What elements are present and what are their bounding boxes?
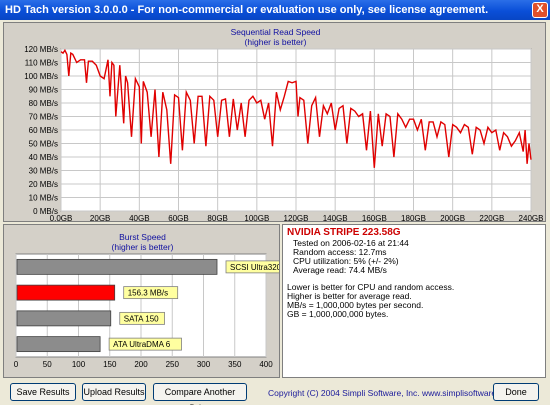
x-tick-label: 40GB <box>129 214 149 221</box>
read-speed-chart: 0 MB/s 10 MB/s 20 MB/s 30 MB/s 40 MB/s 50 MB/… <box>24 45 544 221</box>
burst-x-tick-label: 50 <box>43 360 52 369</box>
read-chart-title: Sequential Read Speed <box>230 27 321 37</box>
done-button[interactable]: Done <box>493 383 539 401</box>
y-tick-label: 110 MB/s <box>25 59 58 68</box>
note-gb-definition: GB = 1,000,000,000 bytes. <box>287 309 389 319</box>
y-tick-label: 40 MB/s <box>29 153 58 162</box>
read-speed-series-line <box>60 48 532 168</box>
results-info-panel: NVIDIA STRIPE 223.58G Tested on 2006-02-… <box>282 224 546 378</box>
x-tick-label: 20GB <box>90 214 110 221</box>
burst-bar-label: SATA 150 <box>124 314 159 323</box>
burst-bar <box>16 310 112 327</box>
burst-label-box <box>123 286 179 300</box>
read-chart-subtitle: (higher is better) <box>244 37 307 47</box>
random-access: Random access: 12.7ms <box>293 247 387 257</box>
x-tick-label: 160GB <box>362 214 387 221</box>
burst-speed-panel: Burst Speed (higher is better) 0 50 100 150… <box>3 224 280 378</box>
burst-bar <box>16 284 116 301</box>
burst-x-tick-label: 0 <box>14 360 19 369</box>
burst-bar <box>16 336 101 353</box>
burst-x-tick-label: 100 <box>72 360 86 369</box>
x-tick-label: 180GB <box>401 214 426 221</box>
burst-bar-label: ATA UltraDMA 6 <box>113 340 171 349</box>
x-tick-label: 60GB <box>168 214 188 221</box>
title-bar: HD Tach version 3.0.0.0 - For non-commer… <box>0 0 550 20</box>
x-tick-label: 80GB <box>207 214 227 221</box>
burst-label-box <box>108 337 182 351</box>
burst-bar-label: 156.3 MB/s <box>128 289 168 298</box>
x-tick-label: 120GB <box>284 214 309 221</box>
upload-results-button[interactable]: Upload Results <box>82 383 146 401</box>
x-tick-label: 0.0GB <box>50 214 73 221</box>
burst-x-tick-label: 350 <box>228 360 242 369</box>
burst-label-box <box>225 260 279 274</box>
note-mbs-definition: MB/s = 1,000,000 bytes per second. <box>287 300 424 310</box>
burst-bar-label: SCSI Ultra320 <box>230 263 279 272</box>
note-higher-better: Higher is better for average read. <box>287 291 412 301</box>
average-read: Average read: 74.4 MB/s <box>293 265 387 275</box>
read-speed-panel: Sequential Read Speed (higher is better)… <box>3 22 546 222</box>
y-tick-label: 90 MB/s <box>29 86 58 95</box>
cpu-utilization: CPU utilization: 5% (+/- 2%) <box>293 256 399 266</box>
compare-another-drive-button[interactable]: Compare Another Drive <box>153 383 247 405</box>
burst-speed-chart: 0 50 100 150 200 250 300 350 400 SCSI Ultra320 156… <box>14 253 279 369</box>
y-tick-label: 100 MB/s <box>24 72 58 81</box>
y-tick-label: 30 MB/s <box>29 167 58 176</box>
save-results-button[interactable]: Save Results <box>10 383 76 401</box>
y-tick-label: 120 MB/s <box>24 45 58 54</box>
y-tick-label: 0 MB/s <box>33 207 58 216</box>
y-tick-label: 50 MB/s <box>29 140 58 149</box>
x-tick-label: 100GB <box>244 214 269 221</box>
x-tick-label: 240GB <box>519 214 544 221</box>
drive-name: NVIDIA STRIPE 223.58G <box>287 227 401 238</box>
window-title: HD Tach version 3.0.0.0 - For non-commer… <box>5 4 489 16</box>
burst-x-tick-label: 200 <box>134 360 148 369</box>
x-tick-label: 200GB <box>440 214 465 221</box>
x-tick-label: 140GB <box>323 214 348 221</box>
copyright-text: Copyright (C) 2004 Simpli Software, Inc.… <box>268 388 515 398</box>
y-tick-label: 10 MB/s <box>29 194 58 203</box>
note-lower-better: Lower is better for CPU and random acces… <box>287 282 455 292</box>
burst-x-tick-label: 250 <box>166 360 180 369</box>
burst-label-box <box>119 311 165 325</box>
burst-x-tick-label: 150 <box>103 360 117 369</box>
burst-chart-title: Burst Speed <box>119 232 166 242</box>
burst-chart-subtitle: (higher is better) <box>111 242 174 252</box>
burst-x-tick-label: 300 <box>197 360 211 369</box>
y-tick-label: 80 MB/s <box>29 99 58 108</box>
y-tick-label: 60 MB/s <box>29 126 58 135</box>
burst-x-tick-label: 400 <box>259 360 273 369</box>
tested-on: Tested on 2006-02-16 at 21:44 <box>293 238 409 248</box>
burst-bar <box>16 258 218 275</box>
y-tick-label: 70 MB/s <box>29 113 58 122</box>
y-tick-label: 20 MB/s <box>29 180 58 189</box>
x-tick-label: 220GB <box>479 214 504 221</box>
close-icon[interactable]: X <box>532 2 548 18</box>
